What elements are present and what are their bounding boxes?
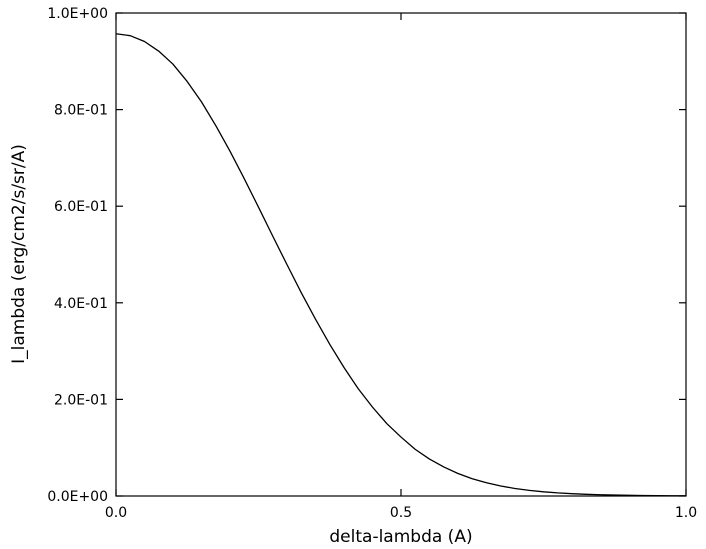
series-group bbox=[116, 34, 686, 496]
y-tick-labels: 0.0E+00 2.0E-01 4.0E-01 6.0E-01 8.0E-01 1.0E+… bbox=[47, 6, 108, 505]
x-tick-label: 1.0 bbox=[675, 505, 697, 521]
y-tick-label: 6.0E-01 bbox=[54, 199, 108, 215]
x-tick-labels: 0.0 0.5 1.0 bbox=[105, 505, 697, 521]
y-tick-label: 8.0E-01 bbox=[54, 103, 108, 119]
plot-frame bbox=[116, 13, 686, 496]
y-axis-label: I_lambda (erg/cm2/s/sr/A) bbox=[9, 144, 29, 364]
x-axis-label: delta-lambda (A) bbox=[329, 527, 472, 547]
y-tick-label: 2.0E-01 bbox=[54, 392, 108, 408]
y-tick-label: 0.0E+00 bbox=[47, 489, 108, 505]
x-tick-label: 0.5 bbox=[390, 505, 412, 521]
tick-marks bbox=[116, 13, 686, 496]
y-tick-label: 4.0E-01 bbox=[54, 296, 108, 312]
series-line bbox=[116, 34, 686, 496]
y-tick-label: 1.0E+00 bbox=[47, 6, 108, 22]
x-tick-label: 0.0 bbox=[105, 505, 127, 521]
